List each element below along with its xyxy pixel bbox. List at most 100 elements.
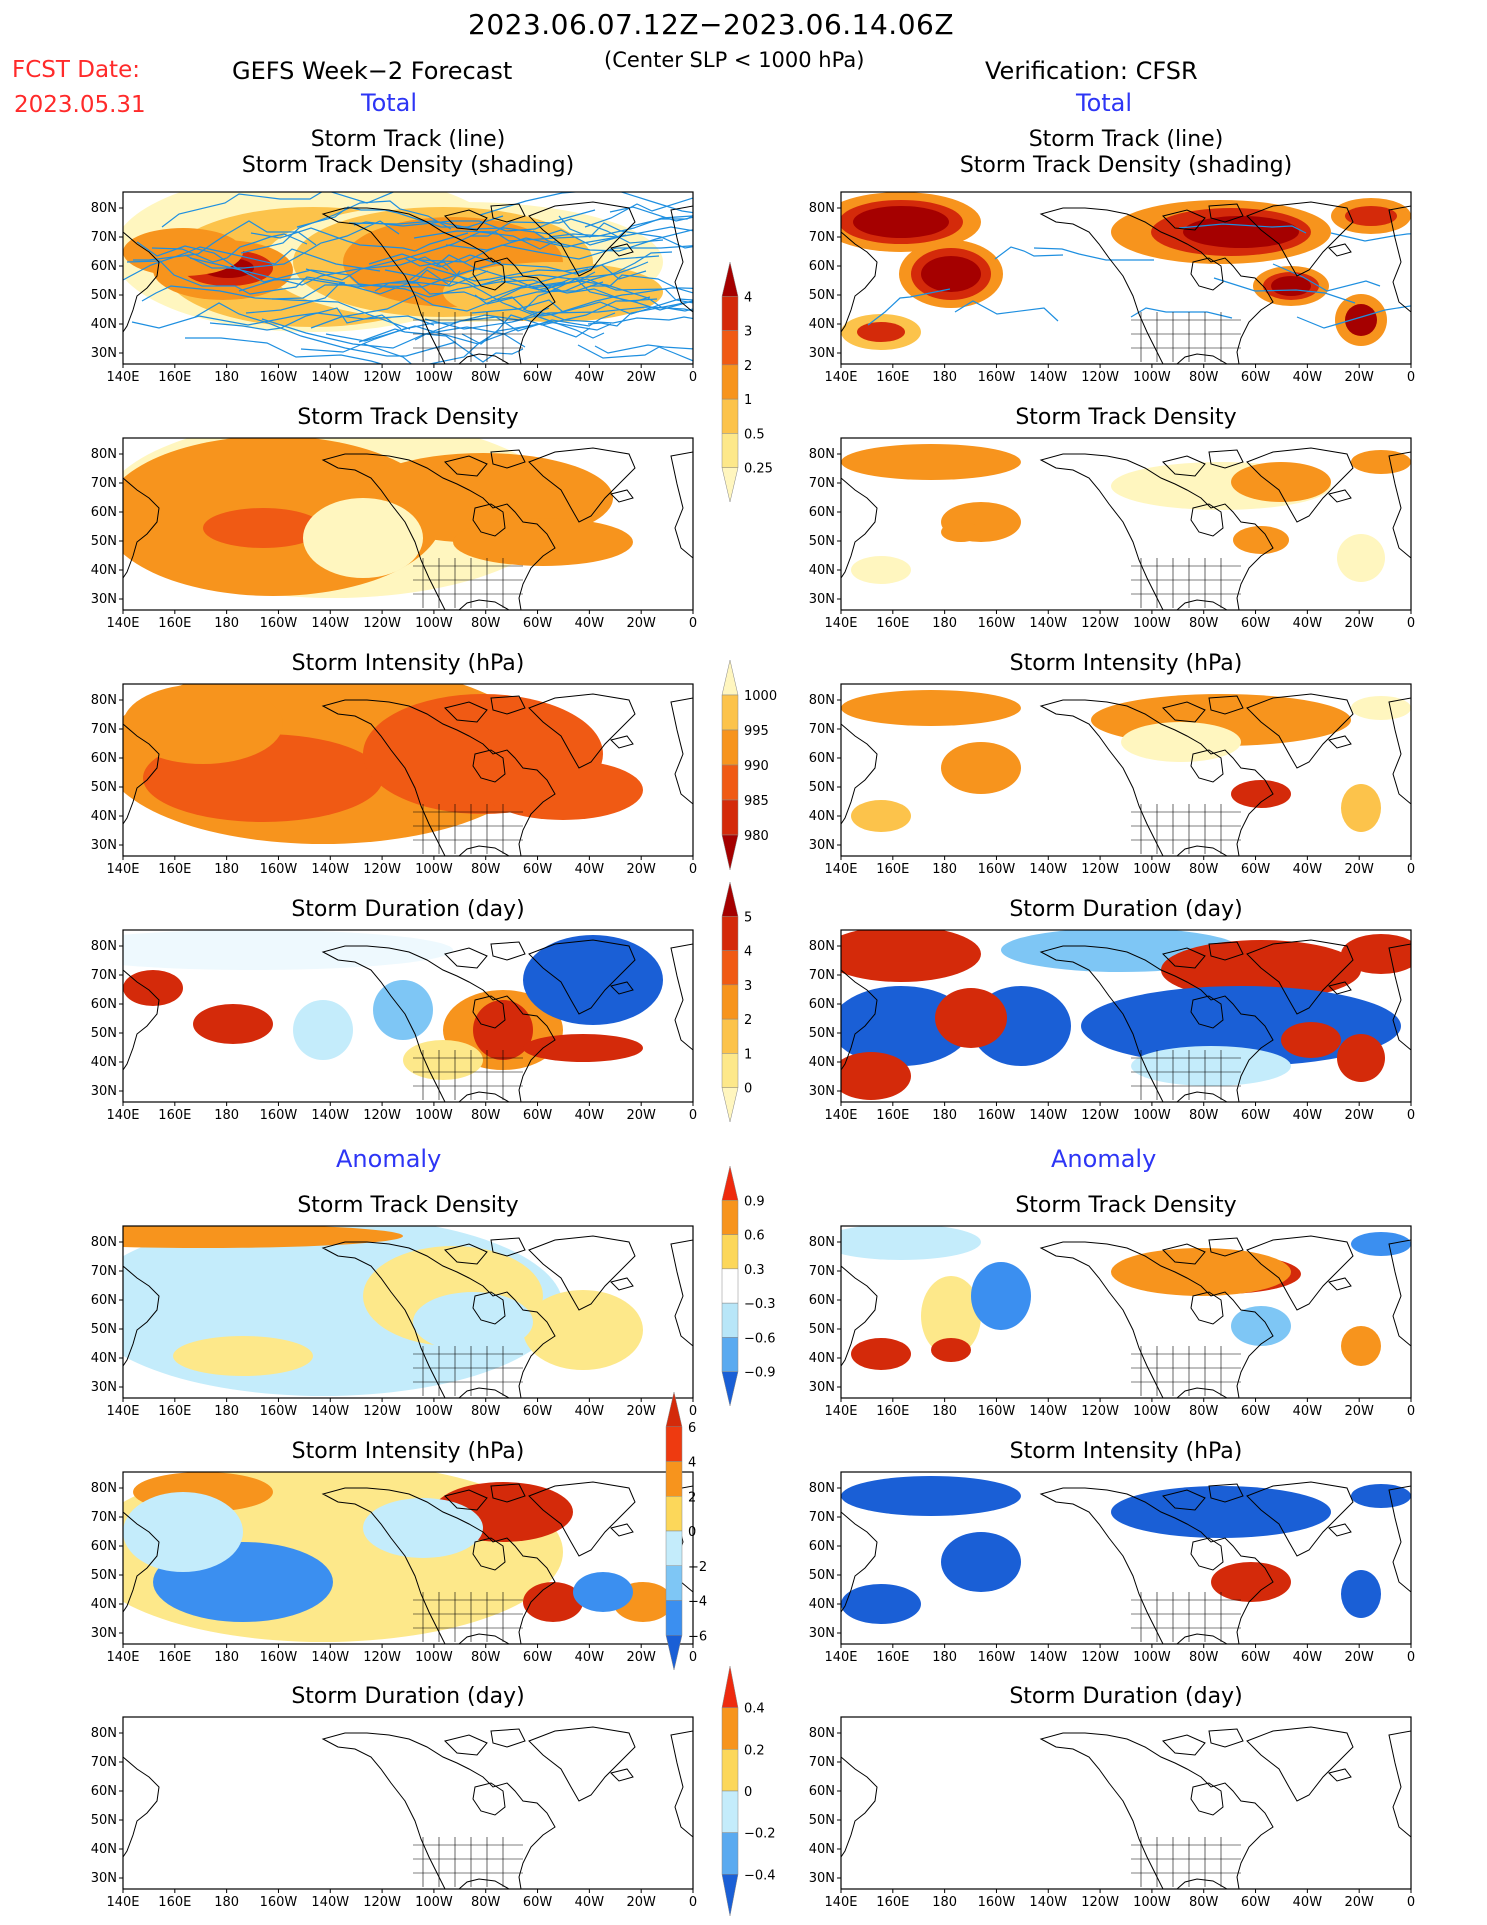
storm-track-line (348, 220, 627, 246)
coastline (610, 1768, 634, 1782)
colorbar: 4 3 2 1 0.5 0.25 (721, 261, 773, 503)
colorbar-segment (721, 984, 739, 1020)
left-total-label: Total (361, 89, 418, 117)
lon-tick-label: 160W (978, 1895, 1016, 1910)
colorbar-segment (721, 467, 739, 503)
lon-tick-label: 100W (415, 1108, 453, 1123)
right-anomaly-label: Anomaly (1051, 1145, 1157, 1173)
lon-tick-label: 40W (1293, 862, 1323, 877)
lon-tick-label: 140E (824, 1650, 857, 1665)
coastline (472, 995, 506, 1029)
lat-tick-label: 80N (91, 447, 117, 462)
lon-tick-label: 80W (1189, 616, 1219, 631)
shaded-field (1121, 722, 1241, 762)
lat-tick-label: 30N (809, 592, 835, 607)
coastline (123, 477, 160, 579)
lon-tick-label: 20W (626, 616, 656, 631)
colorbar-segment (721, 1790, 739, 1833)
colorbar-label: 0 (688, 1525, 696, 1540)
lat-tick-label: 40N (809, 317, 835, 332)
coastline (1208, 695, 1244, 715)
colorbar-label: 6 (688, 1421, 696, 1436)
coastline (841, 231, 878, 333)
panel-title: Storm Track Density (297, 405, 518, 430)
lon-tick-label: 180 (932, 1650, 957, 1665)
lon-tick-label: 140E (824, 616, 857, 631)
storm-track-line (532, 229, 693, 252)
lat-tick-label: 40N (91, 317, 117, 332)
map-area (841, 438, 1411, 610)
storm-track-line (141, 285, 411, 330)
shaded-field (1233, 526, 1289, 554)
coastline (1162, 1243, 1206, 1265)
lon-tick-label: 120W (1081, 1895, 1119, 1910)
lat-tick-label: 50N (91, 534, 117, 549)
colorbar-label: 1 (744, 1047, 752, 1062)
lon-tick-label: 60W (1241, 1108, 1271, 1123)
coastline (1190, 1537, 1224, 1571)
map-panel: Storm Intensity (hPa) 140E 160E 180 160W 140W… (809, 1439, 1415, 1665)
lon-tick-label: 140E (106, 1108, 139, 1123)
lon-tick-label: 0 (1407, 1404, 1415, 1419)
colorbar-segment (721, 1234, 739, 1270)
lat-tick-label: 70N (809, 230, 835, 245)
lat-tick-label: 80N (809, 447, 835, 462)
colorbar-label: 0.4 (744, 1702, 765, 1717)
lat-tick-label: 70N (91, 1264, 117, 1279)
colorbar-segment (721, 659, 739, 696)
colorbar-label: −0.2 (744, 1827, 776, 1842)
lat-tick-label: 60N (809, 1784, 835, 1799)
lon-tick-label: 20W (626, 1895, 656, 1910)
lon-tick-label: 80W (1189, 862, 1219, 877)
map-frame (840, 437, 1412, 611)
colorbar-segment (721, 433, 739, 468)
lon-tick-label: 0 (1407, 1650, 1415, 1665)
lon-tick-label: 100W (415, 1895, 453, 1910)
coastline (123, 969, 160, 1071)
coastline (1190, 1291, 1224, 1325)
map-frame (840, 929, 1412, 1103)
lon-tick-label: 160W (260, 1650, 298, 1665)
lat-tick-label: 80N (809, 1481, 835, 1496)
lon-tick-label: 120W (363, 862, 401, 877)
colorbar-segment (721, 1165, 739, 1201)
colorbar-segment (721, 950, 739, 986)
map-panel: Storm Duration (day) 140E 160E 180 160W 140W 1… (809, 1684, 1415, 1910)
panel-title: Storm Intensity (hPa) (292, 651, 525, 676)
shaded-field (1351, 696, 1411, 720)
colorbar-label: 4 (688, 1456, 696, 1471)
shaded-field (1341, 1570, 1381, 1618)
map-frame (122, 1716, 694, 1890)
lat-tick-label: 70N (809, 968, 835, 983)
shaded-field (1351, 450, 1411, 474)
colorbar-label: 0.3 (744, 1263, 765, 1278)
map-area (123, 1717, 693, 1889)
lon-tick-label: 160E (158, 1108, 191, 1123)
coastline (1328, 243, 1352, 257)
coastline (841, 723, 878, 825)
coastline (1039, 945, 1274, 1102)
map-frame (122, 1225, 694, 1399)
lat-tick-label: 60N (91, 505, 117, 520)
coastline (1208, 203, 1244, 223)
lat-tick-label: 60N (91, 997, 117, 1012)
coastline (670, 1239, 693, 1347)
colorbar-segment (721, 1337, 739, 1372)
lon-tick-label: 100W (415, 1650, 453, 1665)
storm-track-line (133, 220, 317, 261)
coastline (1388, 697, 1411, 805)
lat-tick-label: 60N (91, 1539, 117, 1554)
lon-tick-label: 40W (1293, 1650, 1323, 1665)
colorbar-segment (721, 398, 739, 434)
coastline (1246, 1235, 1354, 1311)
colorbar-segment (721, 834, 739, 871)
lon-tick-label: 140W (311, 862, 349, 877)
coastline (528, 201, 636, 277)
colorbar-label: 4 (744, 290, 752, 305)
colorbar: 0.9 0.6 0.3 −0.3 −0.6 −0.9 (721, 1165, 776, 1407)
shaded-field (841, 1584, 921, 1624)
lon-tick-label: 0 (1407, 1108, 1415, 1123)
shaded-field (1337, 534, 1385, 582)
coastline (444, 1489, 488, 1511)
lon-tick-label: 180 (214, 616, 239, 631)
